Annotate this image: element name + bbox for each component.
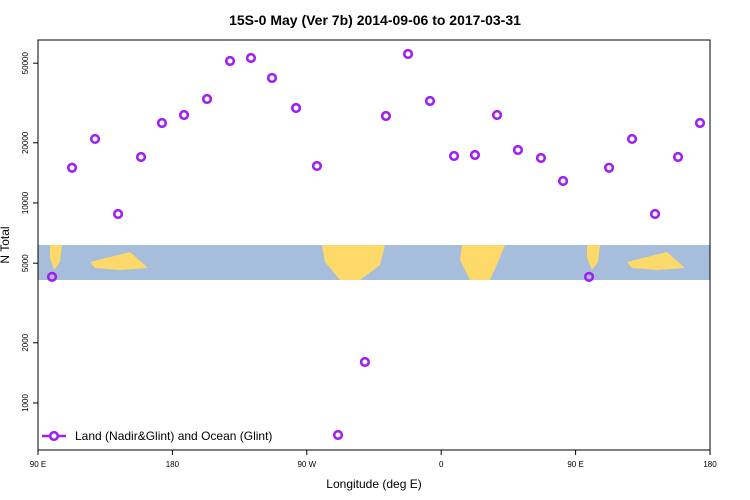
data-point bbox=[402, 48, 414, 60]
data-point bbox=[512, 144, 524, 156]
data-point bbox=[332, 429, 344, 441]
data-point bbox=[469, 149, 481, 161]
data-point bbox=[245, 52, 257, 64]
y-tick-label: 20000 bbox=[21, 131, 30, 154]
x-tick-label: 90 W bbox=[297, 460, 316, 469]
data-point bbox=[583, 271, 595, 282]
data-point bbox=[66, 162, 78, 173]
x-tick-label: 90 E bbox=[30, 460, 46, 469]
y-tick-label: 5000 bbox=[21, 254, 30, 272]
data-point bbox=[112, 208, 124, 220]
data-point bbox=[491, 109, 503, 121]
data-point bbox=[380, 110, 392, 122]
data-point bbox=[424, 95, 436, 107]
data-point bbox=[46, 271, 58, 282]
x-axis-label: Longitude (deg E) bbox=[326, 477, 421, 491]
data-point bbox=[448, 150, 460, 162]
y-axis-label: N Total bbox=[0, 226, 12, 263]
data-point bbox=[266, 72, 278, 84]
y-tick-label: 2000 bbox=[21, 333, 30, 351]
y-tick-label: 10000 bbox=[21, 191, 30, 214]
data-point bbox=[359, 356, 370, 368]
data-point bbox=[224, 55, 236, 67]
data-point bbox=[603, 162, 615, 173]
data-point bbox=[672, 151, 684, 163]
legend-marker bbox=[48, 430, 60, 442]
data-point bbox=[156, 117, 168, 129]
x-tick-label: 0 bbox=[439, 460, 444, 469]
x-tick-label: 90 E bbox=[567, 460, 583, 469]
x-tick-label: 180 bbox=[703, 460, 717, 469]
data-point bbox=[178, 109, 190, 121]
data-point bbox=[201, 93, 213, 105]
data-point bbox=[89, 133, 101, 145]
chart-title: 15S-0 May (Ver 7b) 2014-09-06 to 2017-03… bbox=[229, 12, 521, 28]
data-point bbox=[535, 152, 547, 164]
data-point bbox=[694, 117, 706, 129]
data-point bbox=[557, 175, 569, 187]
y-tick-label: 50000 bbox=[21, 52, 30, 75]
data-point bbox=[626, 133, 638, 145]
data-point bbox=[311, 160, 323, 172]
plot-frame bbox=[37, 39, 711, 451]
data-point bbox=[135, 151, 147, 163]
x-tick-label: 180 bbox=[166, 460, 180, 469]
map-band bbox=[38, 245, 710, 280]
legend-label: Land (Nadir&Glint) and Ocean (Glint) bbox=[75, 429, 272, 443]
data-point bbox=[649, 208, 661, 220]
data-point bbox=[290, 102, 302, 114]
y-tick-label: 1000 bbox=[21, 394, 30, 412]
